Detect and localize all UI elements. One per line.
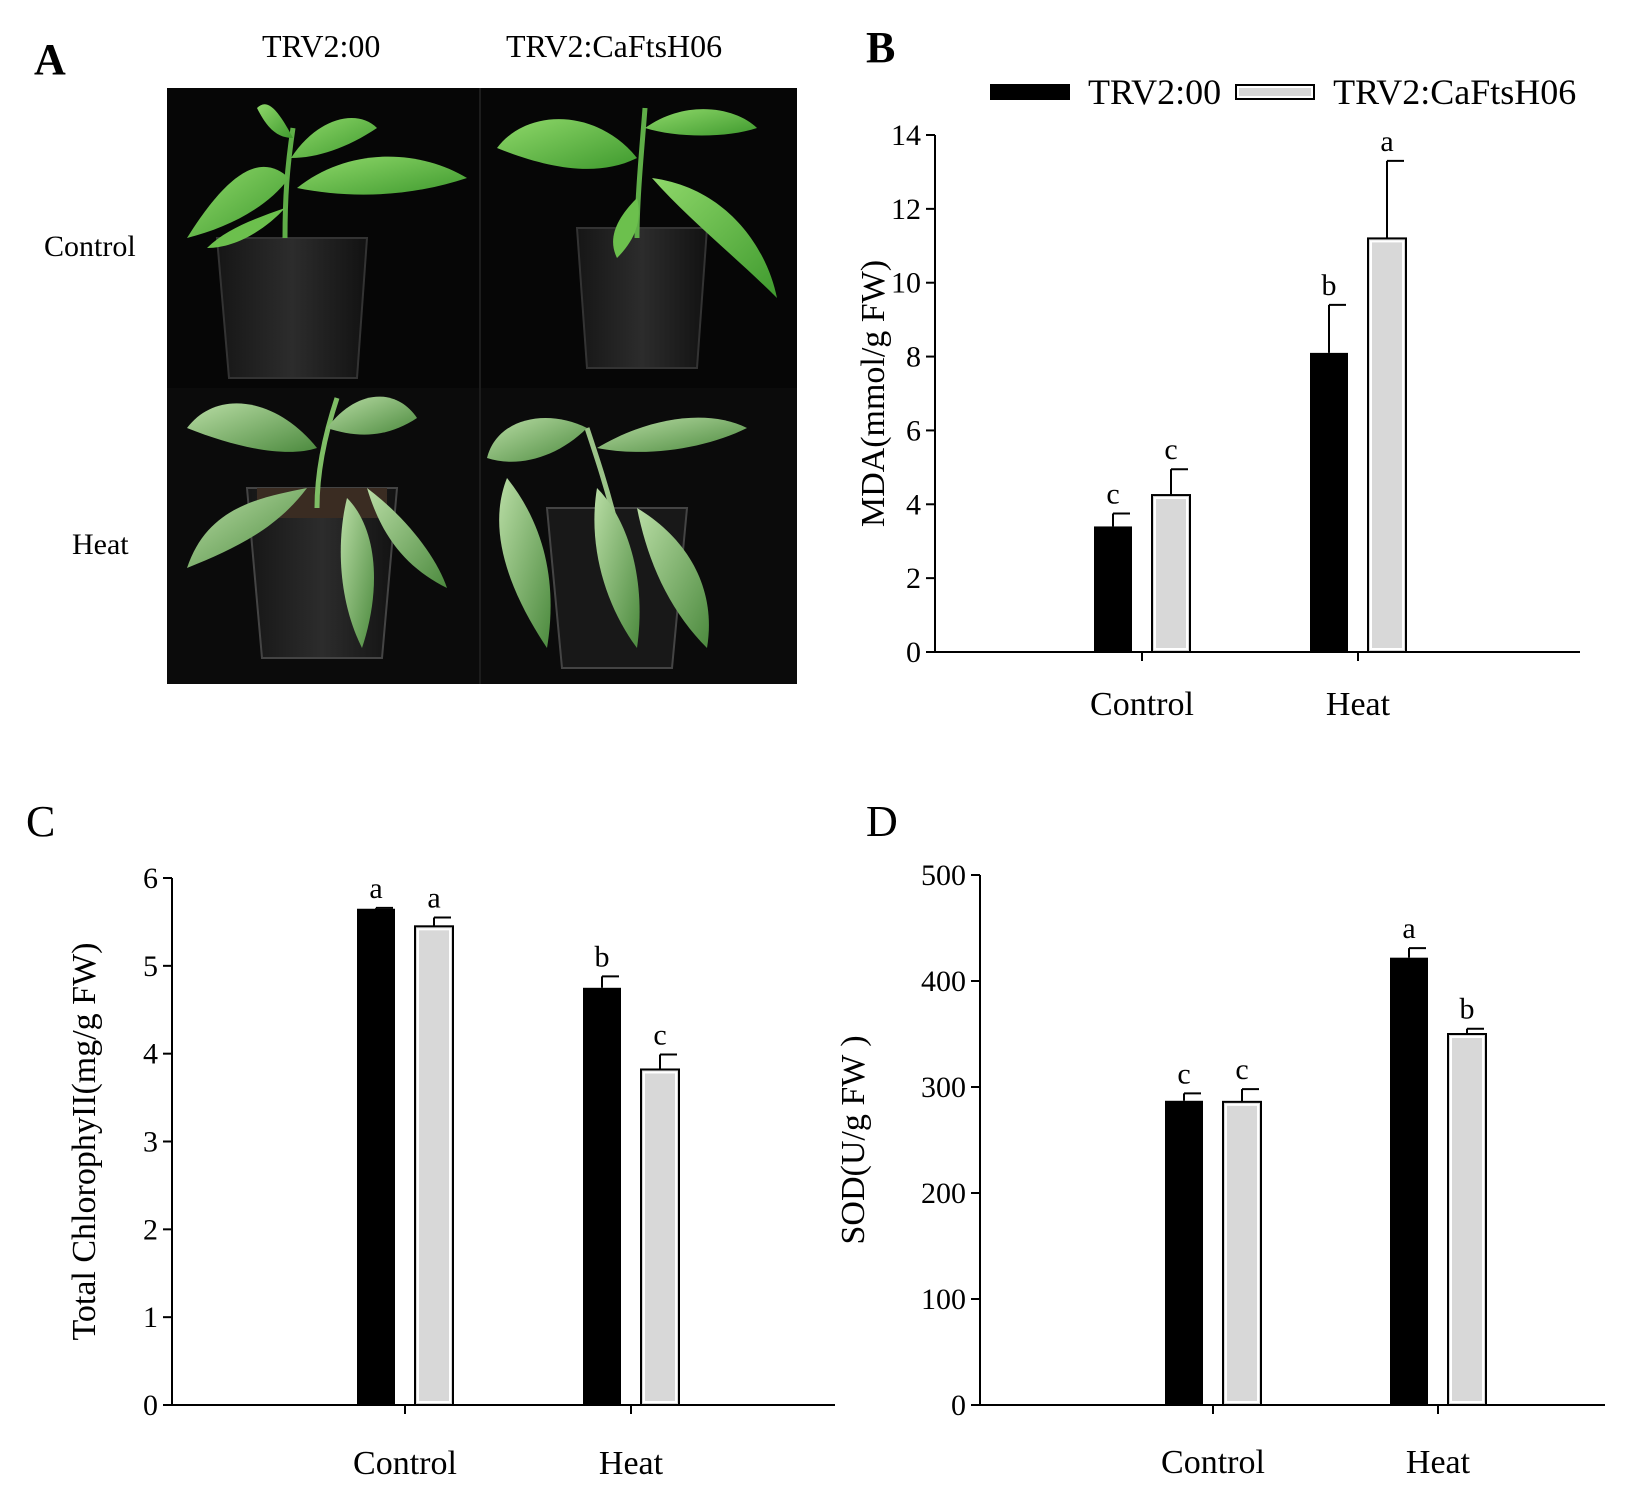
- photo-column-label-trv2-caftsh06: TRV2:CaFtsH06: [506, 28, 723, 64]
- chart-c-bar-control-trv2-caftsh06-inner: [417, 928, 451, 1404]
- chart-c-bar-heat-trv2-caftsh06: [640, 1068, 680, 1407]
- chart-d-category-label-heat: Heat: [1406, 1444, 1471, 1481]
- chart-d-bar-control-trv2-caftsh06-inner: [1225, 1103, 1259, 1403]
- chart-b-bar-heat-trv2-caftsh06-significance-letter: a: [1380, 125, 1393, 158]
- panel-a-letter: A: [34, 35, 66, 84]
- chart-c-y-tick-label: 6: [143, 862, 158, 895]
- mda-bar-chart: 0 2 4 6 8 10 12 14 MDA(mmol/g FW) Control c c Heat b a: [855, 119, 1580, 723]
- chart-d-bar-heat-trv2-caftsh06-significance-letter: b: [1460, 993, 1475, 1026]
- legend-swatch-trv2-caftsh06: [1235, 84, 1316, 100]
- chart-b-y-tick-label: 8: [906, 341, 921, 374]
- panel-c-letter: C: [26, 797, 56, 846]
- chart-b-bar-control-trv2-caftsh06: [1151, 494, 1191, 653]
- chart-d-y-axis-label: SOD(U/g FW ): [835, 1035, 872, 1244]
- chart-c-bar-heat-trv2-caftsh06-inner: [643, 1071, 677, 1404]
- chart-d-y-tick-label: 100: [921, 1283, 966, 1316]
- chart-d-bar-heat-trv2-00: [1390, 957, 1428, 1405]
- chart-b-y-tick-label: 10: [891, 267, 921, 300]
- chart-b-y-axis-label: MDA(mmol/g FW): [855, 260, 892, 527]
- chart-d-bar-control-trv2-caftsh06-significance-letter: c: [1235, 1053, 1248, 1086]
- chart-c-y-tick-label: 1: [143, 1301, 158, 1334]
- panel-b-letter: B: [866, 23, 896, 72]
- chart-b-bar-control-trv2-caftsh06-inner: [1154, 497, 1188, 650]
- chart-d-bar-heat-trv2-caftsh06: [1447, 1033, 1487, 1406]
- chart-b-y-tick-label: 2: [906, 562, 921, 595]
- chart-d-bar-heat-trv2-caftsh06-inner: [1450, 1036, 1484, 1403]
- chart-c-bar-control-trv2-caftsh06-significance-letter: a: [427, 882, 440, 915]
- chart-c-y-tick-label: 5: [143, 950, 158, 983]
- photo-row-label-heat: Heat: [72, 528, 129, 561]
- chart-b-y-tick-label: 12: [891, 193, 921, 226]
- chart-b-y-tick-label: 6: [906, 414, 921, 447]
- chart-b-bar-control-trv2-00: [1094, 526, 1132, 652]
- chart-c-y-tick-label: 2: [143, 1213, 158, 1246]
- chart-b-y-tick-label: 14: [891, 119, 921, 152]
- chart-d-y-tick-label: 500: [921, 859, 966, 892]
- photo-heat-trv2-00: [187, 396, 447, 659]
- chart-c-y-axis-label: Total ChlorophyII(mg/g FW): [66, 942, 103, 1340]
- chart-b-bar-heat-trv2-00: [1310, 352, 1348, 652]
- plant-photo-grid: [167, 88, 797, 684]
- chart-c-bar-heat-trv2-caftsh06-significance-letter: c: [653, 1019, 666, 1052]
- chart-c-category-label-control: Control: [353, 1445, 457, 1482]
- legend-label-trv2-00: TRV2:00: [1088, 72, 1222, 112]
- photo-control-trv2-caftsh06: [497, 107, 777, 369]
- chart-b-bar-control-trv2-caftsh06-significance-letter: c: [1164, 433, 1177, 466]
- photo-row-label-control: Control: [44, 230, 136, 263]
- chart-d-bar-heat-trv2-00-significance-letter: a: [1402, 912, 1415, 945]
- chart-d-bar-control-trv2-00-significance-letter: c: [1177, 1057, 1190, 1090]
- chart-c-bar-heat-trv2-00-significance-letter: b: [595, 940, 610, 973]
- legend-label-trv2-caftsh06: TRV2:CaFtsH06: [1333, 72, 1577, 112]
- chart-d-bar-control-trv2-00: [1165, 1100, 1203, 1405]
- chart-b-category-label-heat: Heat: [1326, 686, 1391, 723]
- chart-d-bar-control-trv2-caftsh06: [1222, 1100, 1262, 1406]
- chart-b-y-tick-label: 4: [906, 488, 921, 521]
- chart-c-bar-control-trv2-00-significance-letter: a: [369, 872, 382, 905]
- chart-b-bar-heat-trv2-00-significance-letter: b: [1322, 269, 1337, 302]
- chart-b-bar-heat-trv2-caftsh06-inner: [1370, 240, 1404, 651]
- photo-heat-trv2-caftsh06: [487, 417, 747, 669]
- chart-c-bar-control-trv2-caftsh06: [414, 925, 454, 1407]
- chart-c-category-label-heat: Heat: [599, 1445, 664, 1482]
- chart-b-bar-control-trv2-00-significance-letter: c: [1106, 478, 1119, 511]
- legend: TRV2:00 TRV2:CaFtsH06: [990, 70, 1576, 114]
- chart-c-bar-control-trv2-00: [357, 908, 395, 1405]
- chart-d-y-tick-label: 300: [921, 1071, 966, 1104]
- chart-b-category-label-control: Control: [1090, 686, 1194, 723]
- sod-bar-chart: 0 100 200 300 400 500 SOD(U/g FW ) Control c c Hea…: [835, 859, 1605, 1481]
- chart-d-category-label-control: Control: [1161, 1444, 1265, 1481]
- photo-column-label-trv2-00: TRV2:00: [262, 28, 381, 64]
- chart-d-y-tick-label: 0: [951, 1389, 966, 1422]
- legend-swatch-trv2-00: [990, 84, 1070, 100]
- chart-b-bar-heat-trv2-caftsh06: [1367, 237, 1407, 654]
- chart-d-y-tick-label: 400: [921, 965, 966, 998]
- chart-c-y-tick-label: 3: [143, 1126, 158, 1159]
- photo-control-trv2-00: [187, 104, 467, 379]
- chart-b-y-tick-label: 0: [906, 636, 921, 669]
- plant-photo-illustration: [167, 88, 797, 684]
- chart-c-y-tick-label: 0: [143, 1389, 158, 1422]
- chart-c-bar-heat-trv2-00: [583, 987, 621, 1405]
- chart-c-y-tick-label: 4: [143, 1038, 158, 1071]
- panel-d-letter: D: [866, 797, 898, 846]
- chlorophyll-bar-chart: 0 1 2 3 4 5 6 Total ChlorophyII(mg/g FW) Control…: [66, 862, 835, 1482]
- chart-d-y-tick-label: 200: [921, 1177, 966, 1210]
